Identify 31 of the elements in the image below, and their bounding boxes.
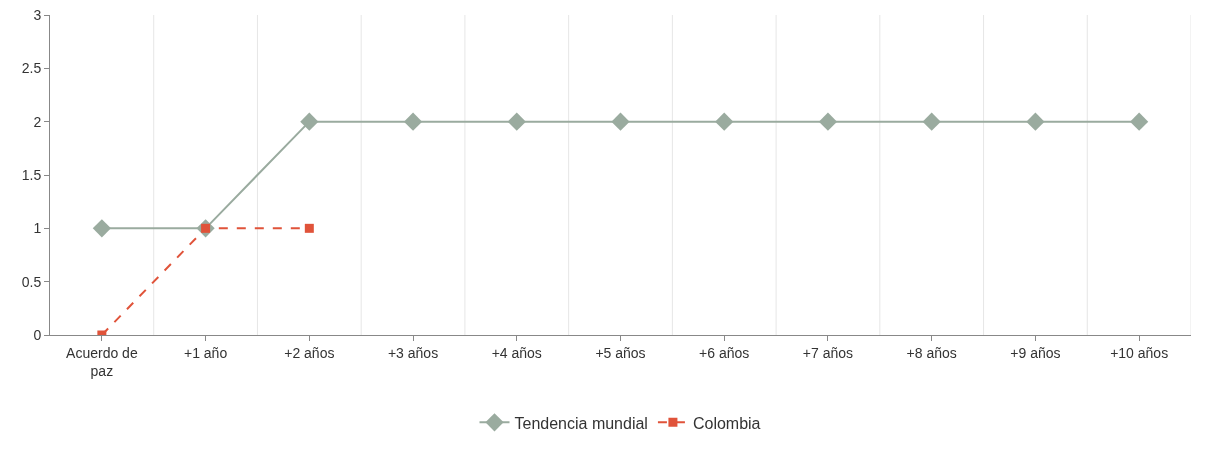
x-tick-label: +5 años: [595, 344, 646, 361]
x-tick-label: +2 años: [284, 344, 335, 361]
y-tick-label: 2.5: [21, 60, 42, 77]
point: [1130, 112, 1149, 131]
y-tick-label: 0: [33, 326, 42, 343]
y-tick-label: 2: [33, 113, 42, 130]
x-tick-label: +4 años: [491, 344, 542, 361]
point: [818, 112, 838, 131]
point: [304, 223, 314, 233]
x-tick-label: +6 años: [699, 344, 750, 361]
point: [92, 219, 111, 238]
x-tick-label: +7 años: [802, 344, 854, 361]
x-tick-label: Acuerdo de paz: [66, 344, 138, 379]
legend-label: Colombia: [692, 414, 761, 432]
y-tick-label: 1: [33, 220, 42, 237]
point: [403, 112, 423, 131]
x-tick-label: +1 año: [183, 344, 228, 361]
point: [922, 112, 941, 131]
x-tick-label: +9 años: [1010, 344, 1061, 361]
point: [715, 112, 734, 131]
x-tick-label: +3 años: [387, 344, 439, 361]
point: [507, 112, 526, 131]
y-tick-label: 0.5: [21, 273, 42, 290]
point: [1026, 112, 1045, 131]
legend-label: Tendencia mundial: [514, 414, 648, 432]
y-tick-label: 3: [33, 6, 42, 23]
x-tick-label: +8 años: [906, 344, 957, 361]
y-tick-label: 1.5: [21, 166, 42, 183]
point: [300, 112, 319, 131]
x-tick-label: +10 años: [1110, 344, 1169, 361]
point: [611, 112, 630, 131]
